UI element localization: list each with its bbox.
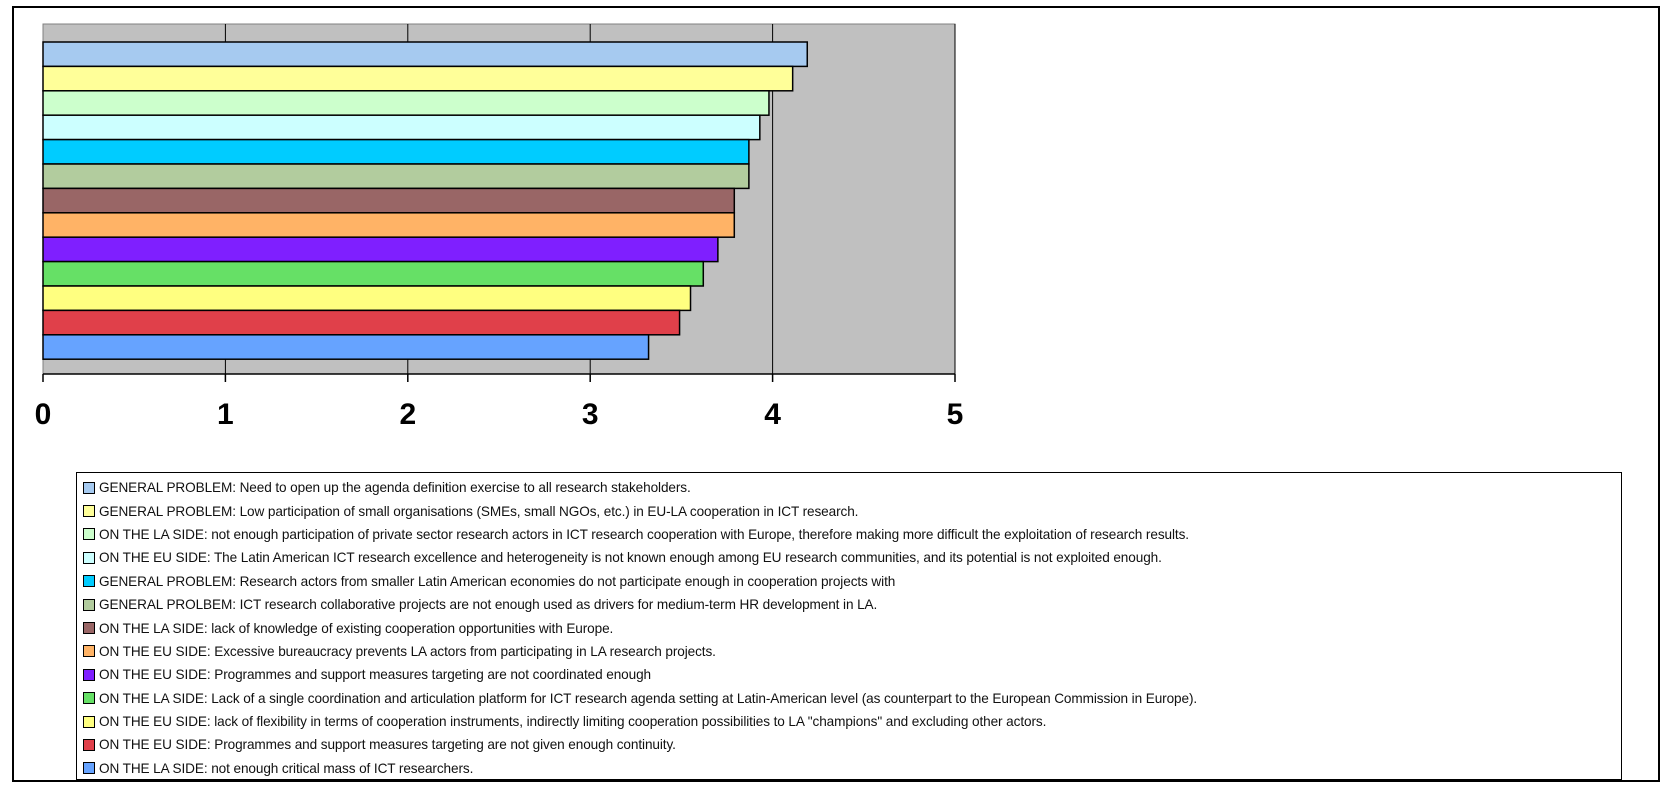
legend-item: ON THE EU SIDE: Programmes and support m… [83,663,1621,686]
legend-swatch [83,739,95,751]
bar-6 [43,164,749,188]
legend-swatch [83,716,95,728]
x-axis: 0 1 2 3 4 5 [35,374,964,431]
bar-10 [43,262,703,286]
legend-swatch [83,575,95,587]
legend-item: GENERAL PROBLEM: Research actors from sm… [83,570,1621,593]
legend-swatch [83,669,95,681]
legend-swatch [83,599,95,611]
legend-swatch [83,762,95,774]
legend-swatch [83,528,95,540]
bar-2 [43,66,793,90]
legend-label: ON THE EU SIDE: Programmes and support m… [99,667,651,682]
legend-label: GENERAL PROBLEM: Need to open up the age… [99,480,691,495]
legend-label: ON THE LA SIDE: not enough critical mass… [99,761,473,776]
legend-item: ON THE EU SIDE: The Latin American ICT r… [83,546,1621,569]
legend: GENERAL PROBLEM: Need to open up the age… [76,472,1622,780]
legend-label: ON THE LA SIDE: lack of knowledge of exi… [99,621,613,636]
legend-swatch [83,692,95,704]
legend-item: GENERAL PROLBEM: ICT research collaborat… [83,593,1621,616]
legend-item: ON THE LA SIDE: not enough critical mass… [83,757,1621,780]
legend-label: ON THE EU SIDE: lack of flexibility in t… [99,714,1046,729]
bar-5 [43,140,749,164]
legend-label: ON THE EU SIDE: Programmes and support m… [99,737,676,752]
bar-chart: 0 1 2 3 4 5 [0,0,1670,470]
legend-swatch [83,552,95,564]
bar-3 [43,91,769,115]
bar-11 [43,286,691,310]
legend-swatch [83,482,95,494]
legend-label: ON THE EU SIDE: The Latin American ICT r… [99,550,1162,565]
x-tick-label: 2 [399,398,416,431]
bar-1 [43,42,807,66]
legend-swatch [83,645,95,657]
legend-item: GENERAL PROBLEM: Need to open up the age… [83,476,1621,499]
legend-swatch [83,622,95,634]
legend-item: ON THE LA SIDE: not enough participation… [83,523,1621,546]
legend-item: ON THE LA SIDE: lack of knowledge of exi… [83,616,1621,639]
legend-swatch [83,505,95,517]
legend-item: GENERAL PROBLEM: Low participation of sm… [83,499,1621,522]
bar-13 [43,335,649,359]
legend-label: GENERAL PROBLEM: Research actors from sm… [99,574,895,589]
legend-item: ON THE EU SIDE: Excessive bureaucracy pr… [83,640,1621,663]
bar-9 [43,237,718,261]
x-tick-label: 1 [217,398,234,431]
legend-label: ON THE LA SIDE: not enough participation… [99,527,1189,542]
x-tick-label: 4 [764,398,781,431]
legend-item: ON THE LA SIDE: Lack of a single coordin… [83,687,1621,710]
legend-label: GENERAL PROLBEM: ICT research collaborat… [99,597,877,612]
legend-item: ON THE EU SIDE: lack of flexibility in t… [83,710,1621,733]
x-tick-label: 5 [947,398,964,431]
legend-label: ON THE EU SIDE: Excessive bureaucracy pr… [99,644,716,659]
bar-7 [43,188,734,212]
bar-12 [43,310,680,334]
legend-label: ON THE LA SIDE: Lack of a single coordin… [99,691,1197,706]
x-tick-label: 0 [35,398,52,431]
x-tick-label: 3 [582,398,599,431]
legend-item: ON THE EU SIDE: Programmes and support m… [83,733,1621,756]
bar-4 [43,115,760,139]
legend-label: GENERAL PROBLEM: Low participation of sm… [99,504,858,519]
bar-8 [43,213,734,237]
